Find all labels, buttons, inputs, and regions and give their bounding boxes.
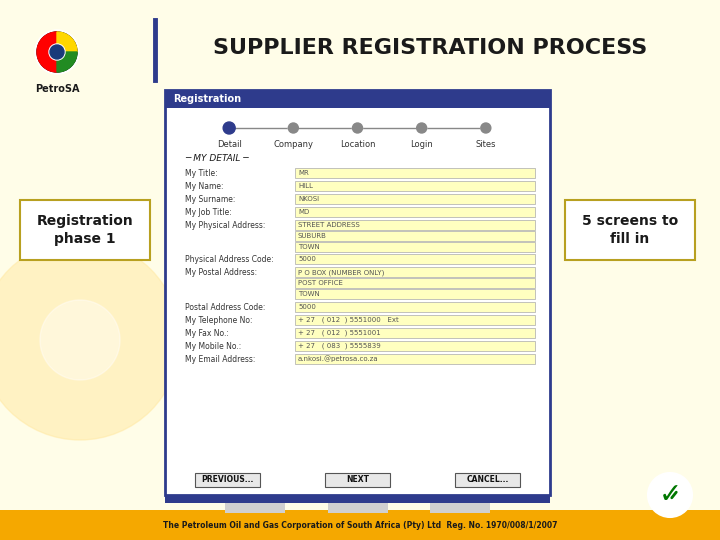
Bar xyxy=(295,289,535,299)
Text: STREET ADDRESS: STREET ADDRESS xyxy=(298,222,360,228)
Circle shape xyxy=(35,30,79,74)
Circle shape xyxy=(481,123,491,133)
Text: NEXT: NEXT xyxy=(346,476,369,484)
Bar xyxy=(295,231,535,241)
Circle shape xyxy=(37,32,77,72)
FancyBboxPatch shape xyxy=(20,200,150,260)
Circle shape xyxy=(481,123,491,133)
Text: Registration: Registration xyxy=(173,94,241,104)
Text: MR: MR xyxy=(298,170,309,176)
Text: Login: Login xyxy=(410,140,433,149)
Text: Company: Company xyxy=(274,140,313,149)
Bar xyxy=(295,181,535,191)
Circle shape xyxy=(40,300,120,380)
Circle shape xyxy=(648,473,692,517)
Text: CANCEL...: CANCEL... xyxy=(467,476,509,484)
Bar xyxy=(295,315,535,325)
Text: My Telephone No:: My Telephone No: xyxy=(185,316,253,325)
Text: SUBURB: SUBURB xyxy=(298,233,327,239)
Circle shape xyxy=(417,123,427,133)
Text: 5 screens to
fill in: 5 screens to fill in xyxy=(582,214,678,246)
Bar xyxy=(295,241,535,252)
Circle shape xyxy=(288,123,298,133)
Text: My Name:: My Name: xyxy=(185,182,223,191)
Bar xyxy=(295,278,535,288)
Circle shape xyxy=(482,124,490,132)
Text: Detail: Detail xyxy=(217,140,242,149)
Circle shape xyxy=(289,124,297,132)
Bar xyxy=(295,194,535,204)
Bar xyxy=(165,90,550,108)
Text: P O BOX (NUMBER ONLY): P O BOX (NUMBER ONLY) xyxy=(298,269,384,275)
Bar xyxy=(225,503,285,513)
Text: My Title:: My Title: xyxy=(185,169,217,178)
Text: a.nkosi.@petrosa.co.za: a.nkosi.@petrosa.co.za xyxy=(298,355,379,362)
Bar xyxy=(165,90,550,495)
Text: My Postal Address:: My Postal Address: xyxy=(185,268,257,278)
Text: Registration
phase 1: Registration phase 1 xyxy=(37,214,133,246)
Bar xyxy=(295,168,535,178)
Bar xyxy=(165,495,550,503)
Bar xyxy=(295,220,535,230)
Text: My Physical Address:: My Physical Address: xyxy=(185,221,266,230)
Bar xyxy=(295,207,535,217)
Text: My Job Title:: My Job Title: xyxy=(185,208,232,217)
Bar xyxy=(295,328,535,338)
Bar xyxy=(195,473,260,487)
Bar xyxy=(430,503,490,513)
Text: ─ MY DETAIL ─: ─ MY DETAIL ─ xyxy=(185,154,248,163)
Circle shape xyxy=(50,45,64,59)
Bar xyxy=(295,302,535,312)
Text: SUPPLIER REGISTRATION PROCESS: SUPPLIER REGISTRATION PROCESS xyxy=(213,38,647,58)
Text: + 27   ( 012  ) 5551000   Ext: + 27 ( 012 ) 5551000 Ext xyxy=(298,316,399,323)
Text: NKOSI: NKOSI xyxy=(298,196,319,202)
Circle shape xyxy=(288,123,298,133)
Text: ✓: ✓ xyxy=(658,481,682,509)
Text: Sites: Sites xyxy=(476,140,496,149)
Circle shape xyxy=(353,123,362,133)
Text: My Fax No.:: My Fax No.: xyxy=(185,329,229,338)
Bar xyxy=(295,267,535,278)
Circle shape xyxy=(354,124,361,132)
Bar xyxy=(295,341,535,350)
Text: Physical Address Code:: Physical Address Code: xyxy=(185,255,274,265)
Bar xyxy=(295,254,535,265)
Circle shape xyxy=(417,123,427,133)
Text: HILL: HILL xyxy=(298,183,313,189)
Text: + 27   ( 083  ) 5555839: + 27 ( 083 ) 5555839 xyxy=(298,342,381,349)
Text: MD: MD xyxy=(298,209,310,215)
Text: TOWN: TOWN xyxy=(298,291,320,297)
Text: + 27   ( 012  ) 5551001: + 27 ( 012 ) 5551001 xyxy=(298,329,381,336)
Text: PetroSA: PetroSA xyxy=(35,84,79,94)
Bar xyxy=(295,354,535,363)
Text: 5000: 5000 xyxy=(298,303,316,309)
Text: PREVIOUS...: PREVIOUS... xyxy=(202,476,253,484)
Bar xyxy=(325,473,390,487)
Text: 5000: 5000 xyxy=(298,256,316,262)
Text: Location: Location xyxy=(340,140,375,149)
Text: POST OFFICE: POST OFFICE xyxy=(298,280,343,286)
Wedge shape xyxy=(57,52,77,72)
Circle shape xyxy=(353,123,362,133)
Bar xyxy=(455,473,520,487)
Text: The Petroleum Oil and Gas Corporation of South Africa (Pty) Ltd  Reg. No. 1970/0: The Petroleum Oil and Gas Corporation of… xyxy=(163,521,557,530)
Bar xyxy=(0,510,720,540)
Circle shape xyxy=(418,124,426,132)
Wedge shape xyxy=(57,32,77,52)
Circle shape xyxy=(223,122,235,134)
Text: TOWN: TOWN xyxy=(298,244,320,249)
Text: My Mobile No.:: My Mobile No.: xyxy=(185,342,241,350)
Circle shape xyxy=(49,44,65,60)
FancyBboxPatch shape xyxy=(565,200,695,260)
Text: My Surname:: My Surname: xyxy=(185,195,235,204)
Bar xyxy=(328,503,387,513)
Circle shape xyxy=(0,240,180,440)
Wedge shape xyxy=(37,32,57,72)
Text: Postal Address Code:: Postal Address Code: xyxy=(185,303,266,312)
Text: My Email Address:: My Email Address: xyxy=(185,355,256,363)
